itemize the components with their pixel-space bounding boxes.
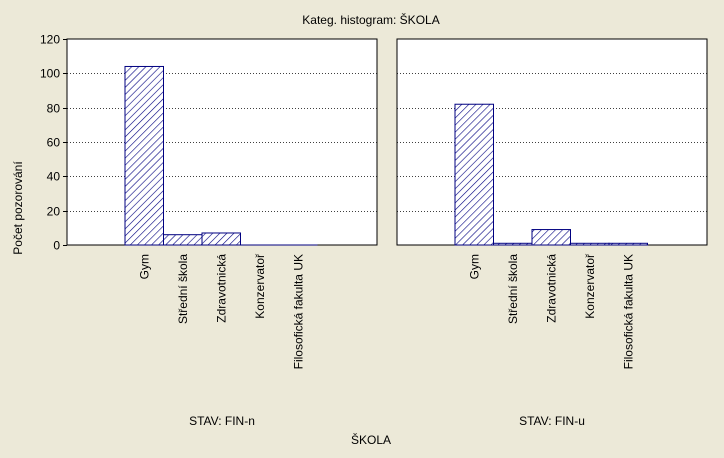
bar-1-3 [201,232,241,246]
bar-1-1 [124,65,164,246]
category-label: Zdravotnická [214,254,228,323]
y-tick-label: 20 [47,205,61,219]
category-label: Filosofická fakulta UK [291,254,305,369]
bar-2-1 [454,103,494,246]
bar-1-2 [163,234,203,246]
y-tick-label: 100 [40,67,60,81]
bar-2-5 [608,242,648,246]
chart-title: Kateg. histogram: ŠKOLA [302,12,439,27]
category-label: Zdravotnická [544,254,558,323]
y-tick-label: 40 [47,170,61,184]
panel-label: STAV: FIN-n [189,414,255,428]
category-label: Konzervatoř [253,253,267,319]
panel-1: 0 20 40 60 80 100 120 Gym Střední škola Zdravotni… [40,33,378,428]
category-label: Střední škola [506,254,520,324]
panels: 0 20 40 60 80 100 120 Gym Střední škola Zdravotni… [40,33,708,428]
panel-2: Gym Střední škola Zdravotnická Konzervatoř F… [396,38,708,428]
y-axis-label: Počet pozorování [11,161,25,255]
category-label: Filosofická fakulta UK [621,254,635,369]
category-label: Gym [467,254,481,279]
y-tick-label: 60 [47,136,61,150]
plot-area [396,38,708,246]
panel-label: STAV: FIN-u [519,414,585,428]
bar-2-4 [570,242,610,246]
y-tick-label: 80 [47,102,61,116]
category-label: Střední škola [176,254,190,324]
bar-2-2 [493,242,533,246]
y-tick-label: 0 [53,239,60,253]
bar-2-3 [531,229,571,246]
plot-area [66,38,378,246]
x-axis-label: ŠKOLA [351,432,391,447]
category-label: Gym [137,254,151,279]
y-tick-label: 120 [40,33,60,47]
category-label: Konzervatoř [583,253,597,319]
